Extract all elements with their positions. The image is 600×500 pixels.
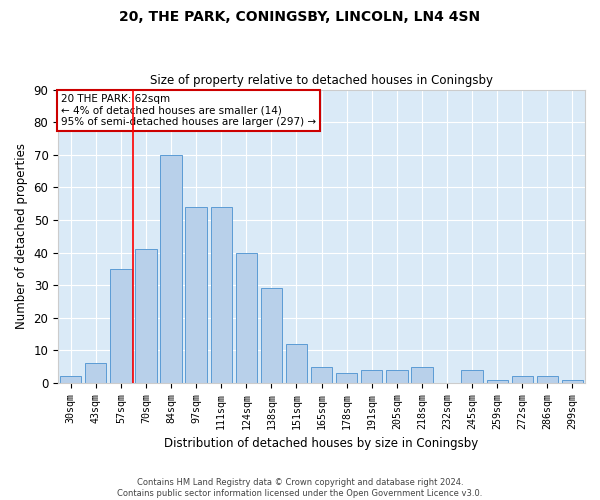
Bar (261, 288, 282, 383)
Bar (336, 373, 358, 383)
Text: 20 THE PARK: 62sqm
← 4% of detached houses are smaller (14)
95% of semi-detached: 20 THE PARK: 62sqm ← 4% of detached hous… (61, 94, 316, 127)
Bar (185, 207, 207, 383)
Text: 20, THE PARK, CONINGSBY, LINCOLN, LN4 4SN: 20, THE PARK, CONINGSBY, LINCOLN, LN4 4S… (119, 10, 481, 24)
Text: Contains HM Land Registry data © Crown copyright and database right 2024.
Contai: Contains HM Land Registry data © Crown c… (118, 478, 482, 498)
Bar (512, 376, 533, 383)
Title: Size of property relative to detached houses in Coningsby: Size of property relative to detached ho… (150, 74, 493, 87)
Bar (461, 370, 483, 383)
X-axis label: Distribution of detached houses by size in Coningsby: Distribution of detached houses by size … (164, 437, 479, 450)
Bar (60, 376, 82, 383)
Bar (386, 370, 407, 383)
Bar (562, 380, 583, 383)
Bar (537, 376, 558, 383)
Bar (110, 269, 131, 383)
Bar (487, 380, 508, 383)
Bar (411, 366, 433, 383)
Bar (286, 344, 307, 383)
Bar (311, 366, 332, 383)
Y-axis label: Number of detached properties: Number of detached properties (15, 143, 28, 329)
Bar (361, 370, 382, 383)
Bar (135, 250, 157, 383)
Bar (236, 252, 257, 383)
Bar (85, 364, 106, 383)
Bar (160, 155, 182, 383)
Bar (211, 207, 232, 383)
